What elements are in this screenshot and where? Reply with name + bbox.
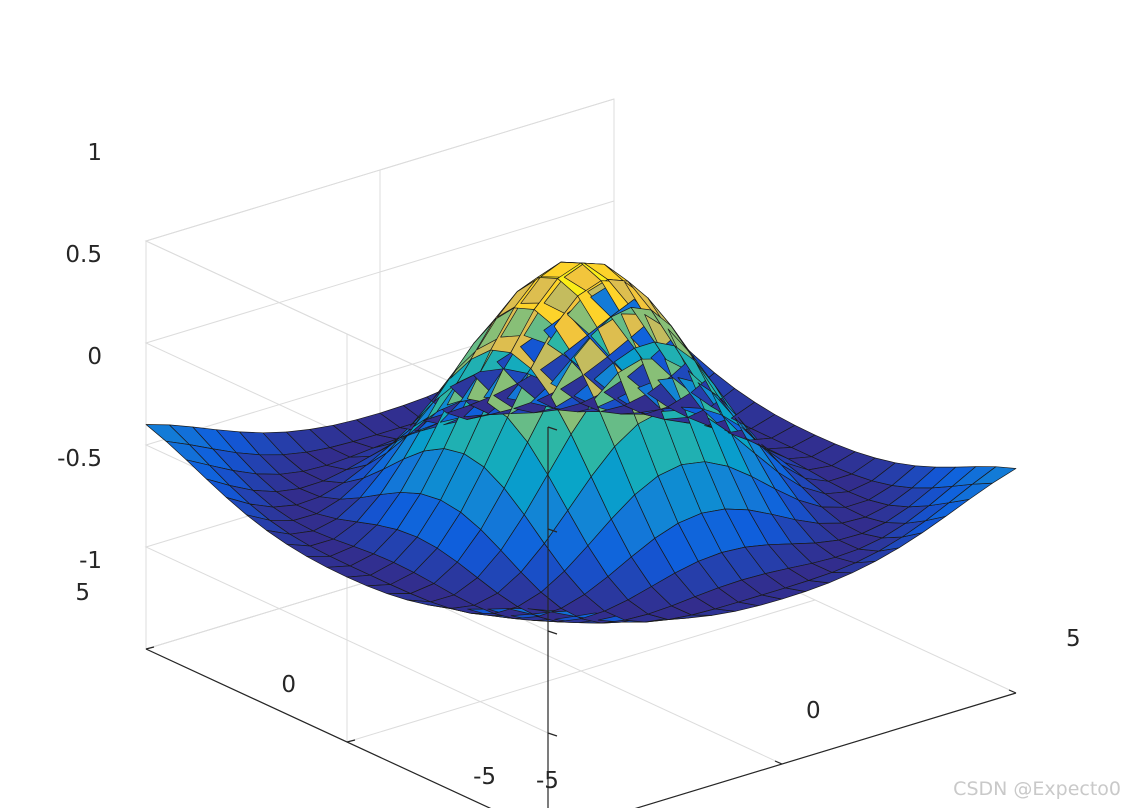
x-tick-mark bbox=[1008, 689, 1017, 694]
z-tick-mark bbox=[547, 732, 558, 737]
x-tick-label: 0 bbox=[806, 698, 821, 724]
y-floor-gridline bbox=[346, 599, 816, 743]
z-tick-label: 1 bbox=[87, 140, 102, 166]
z-tick-label: -0.5 bbox=[57, 446, 102, 472]
z-tick-label: 0.5 bbox=[65, 242, 102, 268]
y-tick-mark bbox=[145, 646, 155, 650]
x-tick-label: 5 bbox=[1066, 626, 1081, 652]
surface-mesh bbox=[145, 261, 1017, 624]
axes-lines bbox=[145, 426, 1017, 808]
surface-patch bbox=[972, 466, 1017, 485]
y-tick-label: -5 bbox=[473, 764, 496, 790]
z-tick-mark bbox=[547, 528, 558, 533]
tick-labels: -1 -0.5 0 0.5 1 -5 0 5 -5 0 5 bbox=[57, 140, 1081, 794]
z-tick-label: -1 bbox=[79, 548, 102, 574]
x-tick-mark bbox=[774, 760, 783, 765]
y-tick-mark bbox=[346, 739, 356, 743]
z-tick-label: 0 bbox=[87, 344, 102, 370]
y-floor-gridline bbox=[635, 692, 1017, 808]
x-tick-label: -5 bbox=[536, 768, 559, 794]
z-tick-mark bbox=[547, 630, 558, 635]
z-tick-mark bbox=[547, 426, 558, 431]
x-axis-line bbox=[634, 692, 1017, 808]
y-tick-label: 5 bbox=[75, 580, 90, 606]
watermark: CSDN @Expecto0 bbox=[953, 778, 1121, 800]
y-tick-label: 0 bbox=[281, 672, 296, 698]
